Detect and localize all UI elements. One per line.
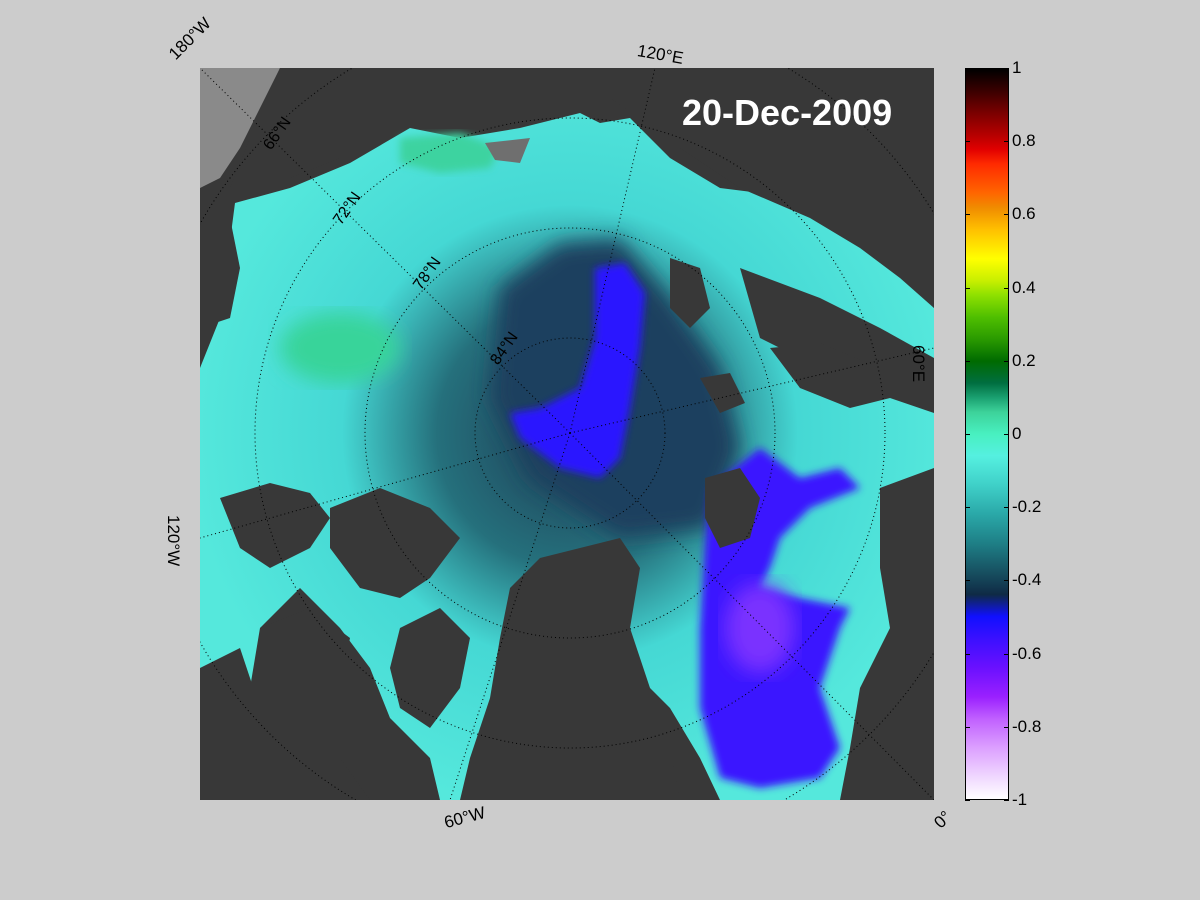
colorbar-tick-mark — [965, 653, 970, 655]
colorbar-tick-label: -0.4 — [1012, 570, 1042, 590]
colorbar-tick-mark — [1004, 141, 1009, 143]
colorbar-tick-mark — [1004, 287, 1009, 289]
colorbar-tick-label: -1 — [1012, 790, 1028, 809]
colorbar-tick-mark — [965, 68, 970, 69]
colorbar-tick-mark — [965, 214, 970, 216]
colorbar-tick-mark — [965, 287, 970, 289]
colorbar-tick-mark — [1004, 68, 1009, 69]
latitude-circles — [200, 68, 934, 800]
colorbar-tick-mark — [1004, 434, 1009, 435]
siberia-top — [230, 68, 430, 198]
colorbar — [965, 68, 1009, 800]
lon-label-180w: 180°W — [165, 13, 215, 64]
colorbar-tick-mark — [965, 507, 970, 509]
kara-coast — [740, 268, 934, 413]
map-panel — [200, 68, 934, 800]
canada-mainland — [200, 648, 370, 800]
siberia-right — [600, 68, 934, 308]
colorbar-tick-label: 0.6 — [1012, 204, 1036, 224]
colorbar-tick-mark — [965, 434, 970, 435]
high-anomaly-left — [280, 313, 400, 383]
colorbar-tick-label: -0.2 — [1012, 497, 1042, 517]
date-label: 20-Dec-2009 — [682, 92, 893, 133]
taymyr — [670, 258, 710, 328]
low-anomaly-purple — [725, 583, 795, 673]
canadian-islands-2 — [330, 488, 460, 598]
colorbar-tick-label: 0.4 — [1012, 277, 1036, 297]
colorbar-tick-label: -0.8 — [1012, 716, 1042, 736]
scandinavia — [840, 468, 934, 800]
colorbar-tick-label: 1 — [1012, 58, 1022, 77]
canadian-islands-3 — [390, 608, 470, 728]
colorbar-tick-mark — [1004, 507, 1009, 509]
colorbar-tick-mark — [1004, 800, 1009, 801]
canadian-islands-1 — [220, 483, 330, 568]
alaska-coast — [200, 218, 240, 328]
arctic-map-svg — [200, 68, 934, 800]
lon-label-120e: 120°E — [635, 41, 685, 68]
colorbar-tick-label: 0.8 — [1012, 131, 1036, 151]
lon-label-0: 0° — [930, 807, 956, 833]
colorbar-tick-mark — [1004, 653, 1009, 655]
canadian-islands-4 — [260, 608, 350, 718]
colorbar-tick-mark — [965, 360, 970, 362]
svalbard — [705, 468, 760, 548]
colorbar-tick-mark — [1004, 580, 1009, 582]
lon-label-120w: 120°W — [164, 515, 183, 567]
franz-josef — [700, 373, 745, 413]
gray-land-area — [200, 68, 280, 188]
colorbar-tick-label: -0.6 — [1012, 643, 1042, 663]
colorbar-tick-mark — [1004, 214, 1009, 216]
lon-label-60w: 60°W — [442, 802, 488, 833]
low-anomaly-central — [510, 263, 645, 478]
colorbar-tick-mark — [965, 726, 970, 728]
colorbar-tick-mark — [965, 141, 970, 143]
gray-coast — [485, 138, 530, 163]
colorbar-tick-mark — [965, 800, 970, 801]
colorbar-tick-mark — [1004, 360, 1009, 362]
greenland — [460, 538, 680, 800]
colorbar-tick-mark — [965, 580, 970, 582]
longitude-lines — [200, 68, 934, 800]
novaya-zemlya — [770, 343, 890, 408]
colorbar-tick-label: 0 — [1012, 424, 1022, 443]
high-anomaly-top — [400, 133, 500, 173]
colorbar-tick-mark — [1004, 726, 1009, 728]
colorbar-tick-label: 0.2 — [1012, 350, 1036, 370]
lon-label-60e: 60°E — [909, 345, 928, 383]
